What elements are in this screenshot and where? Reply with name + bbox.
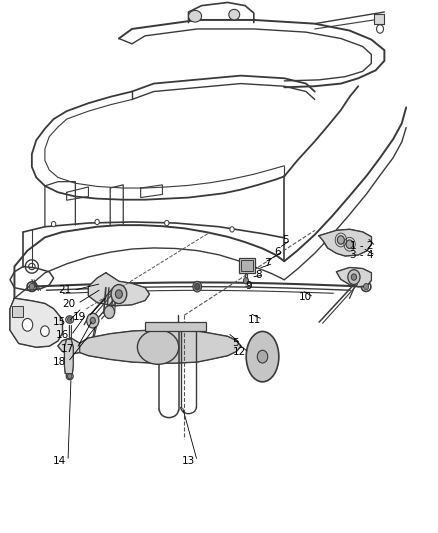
Polygon shape	[64, 339, 73, 374]
Circle shape	[41, 326, 49, 336]
Text: 21: 21	[58, 285, 71, 295]
Polygon shape	[319, 229, 371, 256]
Circle shape	[90, 317, 95, 324]
Circle shape	[67, 317, 72, 322]
Circle shape	[104, 306, 115, 318]
Polygon shape	[336, 268, 371, 287]
Circle shape	[193, 281, 201, 292]
Text: 10: 10	[299, 292, 312, 302]
Circle shape	[116, 290, 122, 298]
Bar	[145, 321, 206, 331]
Circle shape	[244, 278, 249, 284]
Ellipse shape	[246, 332, 279, 382]
Circle shape	[257, 350, 268, 363]
Circle shape	[364, 284, 369, 290]
Circle shape	[348, 270, 360, 285]
Text: 14: 14	[53, 456, 66, 466]
Text: 9: 9	[245, 281, 252, 291]
Circle shape	[67, 374, 72, 379]
Polygon shape	[10, 298, 62, 347]
Polygon shape	[88, 273, 149, 306]
Circle shape	[87, 313, 99, 328]
Text: 5: 5	[232, 338, 239, 349]
Text: 11: 11	[247, 314, 261, 325]
Text: 1 - 2: 1 - 2	[350, 241, 374, 252]
Circle shape	[51, 221, 56, 227]
Ellipse shape	[138, 330, 179, 365]
Bar	[12, 306, 23, 317]
Text: 5: 5	[282, 235, 289, 245]
Ellipse shape	[188, 11, 201, 22]
Text: 15: 15	[53, 317, 66, 327]
Text: 20: 20	[62, 298, 75, 309]
Text: 6: 6	[274, 247, 281, 257]
Ellipse shape	[229, 10, 240, 20]
Text: 8: 8	[255, 270, 261, 280]
Circle shape	[230, 227, 234, 232]
Circle shape	[22, 318, 33, 331]
Circle shape	[377, 25, 384, 33]
Circle shape	[346, 240, 353, 248]
Text: 19: 19	[73, 312, 86, 322]
Polygon shape	[75, 330, 241, 363]
Circle shape	[165, 220, 169, 225]
Bar	[239, 258, 255, 273]
Text: 18: 18	[53, 357, 66, 367]
Text: 16: 16	[56, 330, 69, 341]
Text: 13: 13	[182, 456, 195, 466]
Polygon shape	[58, 338, 80, 354]
Circle shape	[337, 236, 344, 244]
Circle shape	[95, 219, 99, 224]
Text: 3 - 4: 3 - 4	[350, 251, 374, 260]
Circle shape	[29, 284, 35, 290]
Bar	[241, 260, 253, 271]
Circle shape	[351, 274, 357, 280]
Text: 12: 12	[233, 348, 247, 358]
Bar	[374, 14, 385, 23]
Text: 17: 17	[61, 344, 74, 354]
Circle shape	[111, 285, 127, 304]
Circle shape	[194, 284, 200, 290]
Text: 7: 7	[265, 259, 271, 268]
